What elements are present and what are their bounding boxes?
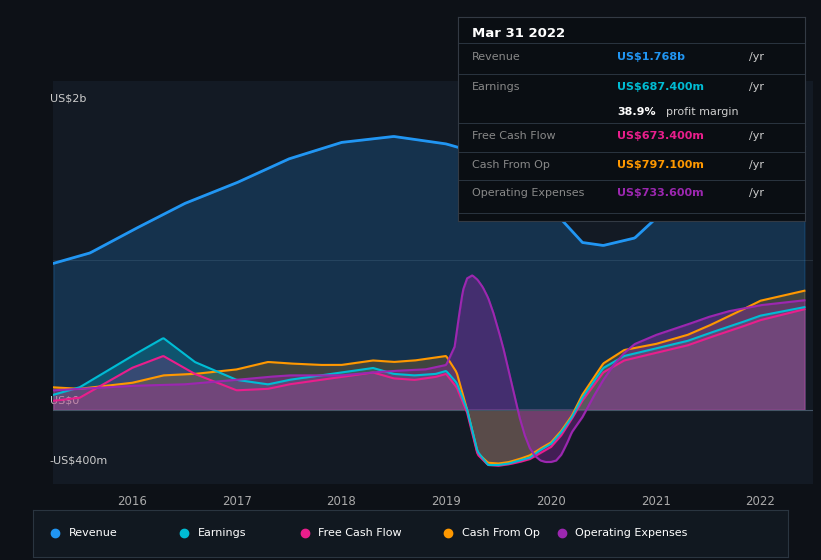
Text: US$1.768b: US$1.768b	[617, 52, 686, 62]
Text: /yr: /yr	[749, 160, 764, 170]
Text: Mar 31 2022: Mar 31 2022	[472, 27, 565, 40]
Text: /yr: /yr	[749, 189, 764, 198]
Text: Cash From Op: Cash From Op	[462, 529, 539, 538]
Text: Revenue: Revenue	[69, 529, 118, 538]
Text: US$733.600m: US$733.600m	[617, 189, 704, 198]
Text: US$797.100m: US$797.100m	[617, 160, 704, 170]
Text: Operating Expenses: Operating Expenses	[472, 189, 585, 198]
Text: US$687.400m: US$687.400m	[617, 82, 704, 92]
Text: US$0: US$0	[49, 396, 79, 405]
Text: /yr: /yr	[749, 82, 764, 92]
Text: /yr: /yr	[749, 131, 764, 141]
Text: Free Cash Flow: Free Cash Flow	[319, 529, 402, 538]
Text: Operating Expenses: Operating Expenses	[576, 529, 687, 538]
Text: -US$400m: -US$400m	[49, 455, 108, 465]
Text: Earnings: Earnings	[198, 529, 246, 538]
Text: Cash From Op: Cash From Op	[472, 160, 550, 170]
Text: Earnings: Earnings	[472, 82, 521, 92]
Text: profit margin: profit margin	[666, 107, 739, 116]
Text: Free Cash Flow: Free Cash Flow	[472, 131, 556, 141]
Text: US$2b: US$2b	[49, 93, 86, 103]
Text: 38.9%: 38.9%	[617, 107, 656, 116]
Text: Revenue: Revenue	[472, 52, 521, 62]
Text: /yr: /yr	[749, 52, 764, 62]
Text: US$673.400m: US$673.400m	[617, 131, 704, 141]
